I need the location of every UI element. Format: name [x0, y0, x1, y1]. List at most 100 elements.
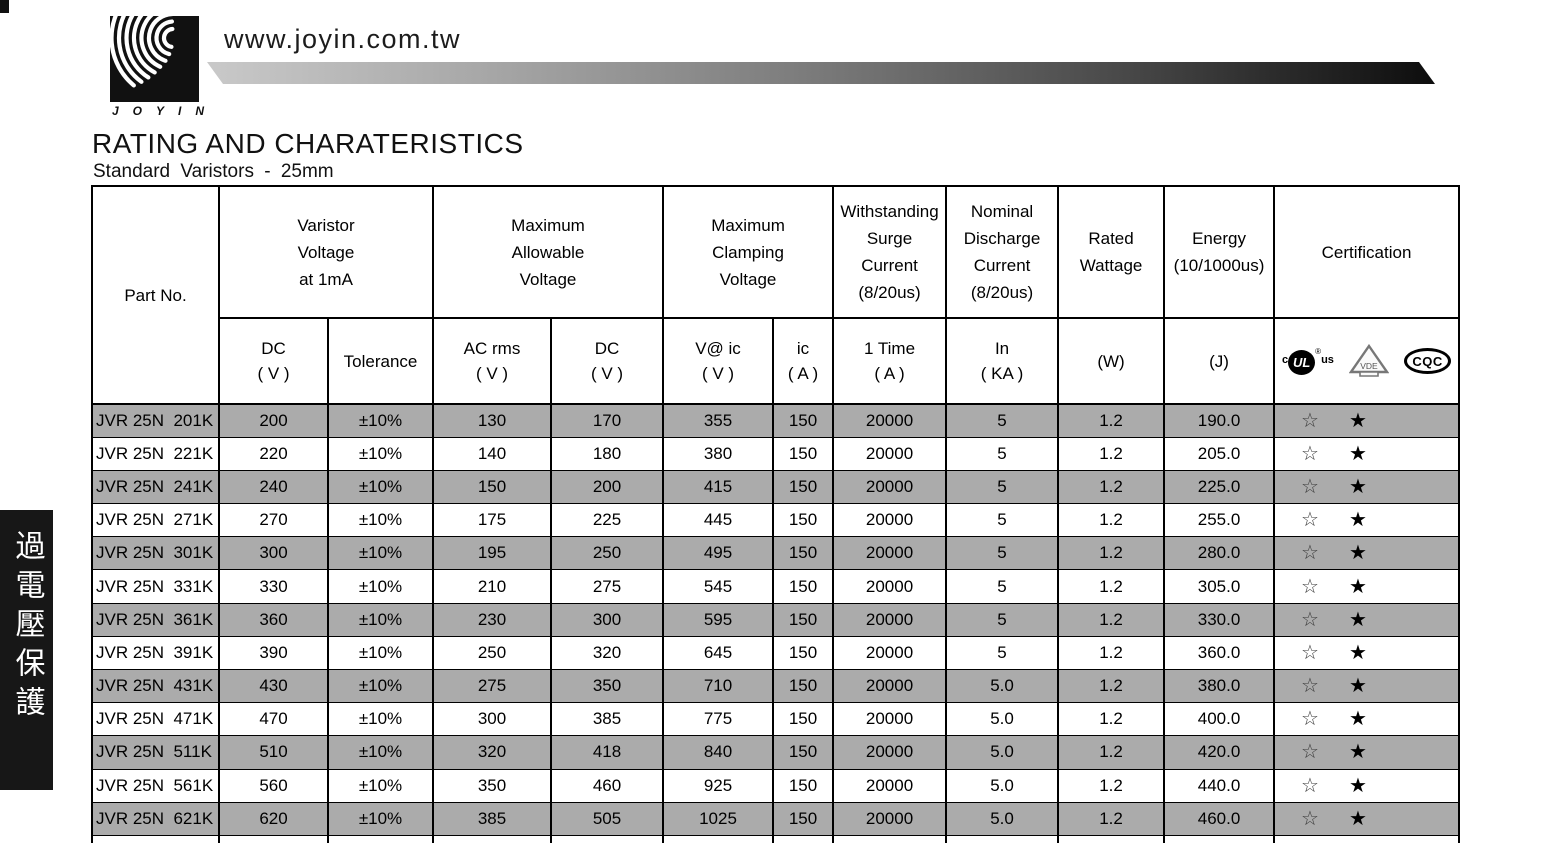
ic-cell: 150: [772, 668, 835, 704]
dc-max-cell: 560: [549, 834, 665, 843]
wattage-cell: 1.2: [1057, 834, 1166, 843]
discharge-current-cell: 5.0: [945, 702, 1060, 737]
ratings-table-wrap: Part No. Varistor Voltage at 1mA Maximum…: [91, 185, 1461, 843]
discharge-current-cell: 5: [945, 602, 1060, 637]
dc-voltage-cell: 510: [218, 735, 329, 770]
table-body: JVR 25N 201K 200 ±10% 130 170 355 150 20000 5 1.2…: [91, 403, 1461, 843]
energy-cell: 460.0: [1163, 801, 1276, 836]
discharge-current-cell: 5.0: [945, 668, 1060, 704]
surge-current-cell: 20000: [832, 768, 948, 803]
dc-max-unit-header: DC ( V ): [549, 317, 665, 405]
ac-rms-cell: 210: [432, 569, 552, 604]
energy-cell: 420.0: [1163, 735, 1276, 770]
ac-rms-cell: 385: [432, 801, 552, 836]
ic-cell: 150: [772, 536, 835, 571]
energy-cell: 280.0: [1163, 536, 1276, 571]
ic-unit-header: ic ( A ): [772, 317, 835, 405]
dc-voltage-cell: 220: [218, 436, 329, 471]
dc-max-cell: 180: [549, 436, 665, 471]
part-no-cell: JVR 25N 681K: [91, 834, 220, 843]
part-no-cell: JVR 25N 391K: [91, 635, 220, 671]
table-row: JVR 25N 561K 560 ±10% 350 460 925 150 20000 5.0 1…: [91, 768, 1461, 803]
cert-ul-star-icon: ☆: [1301, 741, 1319, 764]
dc-max-cell: 250: [549, 536, 665, 571]
ic-cell: 150: [772, 834, 835, 843]
certification-cell: ☆★: [1273, 834, 1461, 843]
sidebar-category-tab: 過電壓保護: [0, 510, 53, 790]
part-no-cell: JVR 25N 271K: [91, 503, 220, 538]
cert-ul-star-icon: ☆: [1301, 509, 1319, 532]
ac-rms-cell: 230: [432, 602, 552, 637]
ic-cell: 150: [772, 436, 835, 471]
surge-current-cell: 20000: [832, 834, 948, 843]
dc-max-cell: 385: [549, 702, 665, 737]
sidebar-vertical-label: 過電壓保護: [10, 530, 44, 725]
ic-cell: 150: [772, 469, 835, 505]
wattage-cell: 1.2: [1057, 602, 1166, 637]
dc-max-cell: 170: [549, 403, 665, 438]
ac-rms-cell: 195: [432, 536, 552, 571]
clamping-voltage-cell: 415: [662, 469, 775, 505]
clamping-voltage-cell: 840: [662, 735, 775, 770]
cert-vde-star-icon: ★: [1348, 409, 1367, 432]
wattage-cell: 1.2: [1057, 469, 1166, 505]
wattage-cell: 1.2: [1057, 403, 1166, 438]
dc-max-cell: 460: [549, 768, 665, 803]
cert-ul-star-icon: ☆: [1301, 575, 1319, 598]
dc-voltage-cell: 360: [218, 602, 329, 637]
max-allowable-voltage-header: Maximum Allowable Voltage: [431, 185, 665, 319]
cert-vde-star-icon: ★: [1348, 708, 1367, 731]
website-url: www.joyin.com.tw: [224, 24, 462, 54]
wattage-cell: 1.2: [1057, 569, 1166, 604]
ic-cell: 150: [772, 503, 835, 538]
tolerance-cell: ±10%: [327, 436, 434, 471]
energy-unit-header: (J): [1163, 317, 1276, 405]
part-no-cell: JVR 25N 561K: [91, 768, 220, 803]
discharge-current-cell: 5: [945, 635, 1060, 671]
wattage-cell: 1.2: [1057, 635, 1166, 671]
ac-rms-unit-header: AC rms ( V ): [432, 317, 552, 405]
discharge-current-cell: 5: [945, 536, 1060, 571]
dc-max-cell: 418: [549, 735, 665, 770]
part-no-cell: JVR 25N 301K: [91, 536, 220, 571]
certification-cell: ☆★: [1273, 436, 1461, 471]
clamping-voltage-cell: 775: [662, 702, 775, 737]
cert-vde-star-icon: ★: [1348, 641, 1367, 664]
cul-us-logo-icon: c UL ® us: [1282, 347, 1334, 375]
certification-cell: ☆★: [1273, 536, 1461, 571]
surge-current-cell: 20000: [832, 403, 948, 438]
surge-current-cell: 20000: [832, 668, 948, 704]
rated-wattage-header: Rated Wattage: [1057, 185, 1166, 319]
surge-current-cell: 20000: [832, 436, 948, 471]
ic-cell: 150: [772, 735, 835, 770]
wattage-cell: 1.2: [1057, 536, 1166, 571]
energy-cell: 330.0: [1163, 602, 1276, 637]
discharge-current-cell: 5.0: [945, 735, 1060, 770]
surge-current-cell: 20000: [832, 469, 948, 505]
discharge-current-cell: 5: [945, 569, 1060, 604]
surge-current-cell: 20000: [832, 536, 948, 571]
energy-cell: 190.0: [1163, 403, 1276, 438]
wattage-cell: 1.2: [1057, 702, 1166, 737]
cert-vde-star-icon: ★: [1348, 807, 1367, 830]
table-row: JVR 25N 271K 270 ±10% 175 225 445 150 20000 5 1.2…: [91, 503, 1461, 538]
vde-logo-icon: VDE: [1348, 344, 1389, 377]
page-subtitle: Standard Varistors - 25mm: [93, 161, 334, 182]
wattage-cell: 1.2: [1057, 436, 1166, 471]
part-no-cell: JVR 25N 621K: [91, 801, 220, 836]
certification-cell: ☆★: [1273, 702, 1461, 737]
clamping-voltage-cell: 595: [662, 602, 775, 637]
cert-ul-star-icon: ☆: [1301, 675, 1319, 698]
dc-max-cell: 505: [549, 801, 665, 836]
ac-rms-cell: 320: [432, 735, 552, 770]
discharge-current-cell: 5.0: [945, 768, 1060, 803]
ic-cell: 150: [772, 635, 835, 671]
surge-current-cell: 20000: [832, 569, 948, 604]
cert-vde-star-icon: ★: [1348, 741, 1367, 764]
tolerance-cell: ±10%: [327, 834, 434, 843]
table-row: JVR 25N 221K 220 ±10% 140 180 380 150 20000 5 1.2…: [91, 436, 1461, 471]
cert-vde-star-icon: ★: [1348, 575, 1367, 598]
cert-ul-star-icon: ☆: [1301, 842, 1319, 843]
ac-rms-cell: 175: [432, 503, 552, 538]
